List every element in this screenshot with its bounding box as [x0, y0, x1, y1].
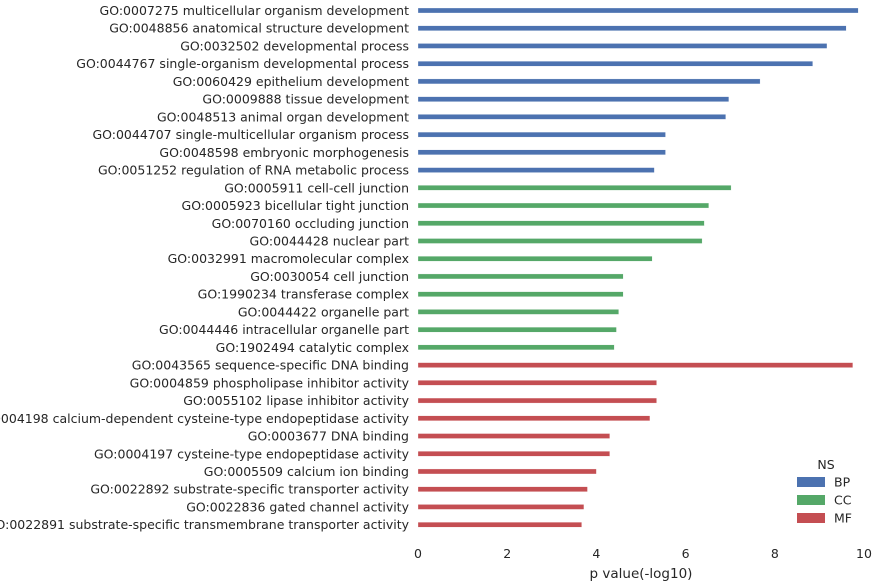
category-label: GO:0004859 phospholipase inhibitor activ…: [130, 375, 410, 390]
bar-cc: [417, 309, 619, 315]
category-label: GO:0044707 single-multicellular organism…: [92, 127, 409, 142]
category-label: GO:0043565 sequence-specific DNA binding: [132, 358, 409, 373]
bar-bp: [417, 96, 730, 102]
category-label: GO:0048598 embryonic morphogenesis: [159, 145, 409, 160]
category-label: GO:0030054 cell junction: [250, 269, 409, 284]
category-label: GO:0048513 animal organ development: [157, 109, 409, 124]
category-labels: GO:0007275 multicellular organism develo…: [0, 3, 410, 532]
bar-mf: [417, 486, 588, 492]
category-label: GO:0044446 intracellular organelle part: [159, 322, 409, 337]
category-label: GO:0005911 cell-cell junction: [224, 180, 409, 195]
bar-bp: [417, 131, 666, 138]
bar-mf: [417, 415, 651, 421]
category-label: GO:0004197 cysteine-type endopeptidase a…: [94, 446, 410, 461]
legend-swatch-bp: [797, 477, 825, 487]
bar-mf: [417, 362, 854, 368]
category-label: GO:0044767 single-organism developmental…: [76, 56, 409, 71]
category-label: GO:0007275 multicellular organism develo…: [100, 3, 410, 18]
x-tick-label: 6: [682, 546, 690, 561]
category-label: GO:0032502 developmental process: [180, 38, 409, 53]
bar-mf: [417, 451, 610, 457]
category-label: GO:1902494 catalytic complex: [216, 340, 409, 355]
bar-cc: [417, 344, 615, 351]
category-label: GO:0004198 calcium-dependent cysteine-ty…: [0, 411, 410, 426]
category-label: GO:0055102 lipase inhibitor activity: [183, 393, 409, 408]
bar-bp: [417, 25, 847, 31]
legend-label-mf: MF: [834, 511, 852, 526]
bar-cc: [417, 326, 617, 333]
category-label: GO:0005509 calcium ion binding: [204, 464, 409, 479]
category-label: GO:0051252 regulation of RNA metabolic p…: [98, 163, 409, 178]
category-label: GO:0060429 epithelium development: [173, 74, 409, 89]
x-tick-label: 4: [592, 546, 600, 561]
legend: NS BP CC MF: [797, 457, 852, 526]
bar-cc: [417, 185, 732, 191]
legend-title: NS: [817, 457, 834, 472]
category-label: GO:0009888 tissue development: [202, 92, 409, 107]
legend-swatch-cc: [797, 495, 825, 505]
category-label: GO:0022892 substrate-specific transporte…: [90, 482, 409, 497]
category-label: GO:0044428 nuclear part: [250, 233, 410, 248]
bar-bp: [417, 114, 726, 120]
bar-cc: [417, 256, 653, 262]
x-tick-label: 10: [856, 546, 872, 561]
bar-bp: [417, 61, 813, 67]
category-label: GO:0022836 gated channel activity: [186, 499, 409, 514]
bar-bp: [417, 167, 655, 173]
bar-mf: [417, 468, 597, 475]
bar-cc: [417, 291, 624, 297]
legend-label-bp: BP: [834, 475, 851, 490]
bar-mf: [417, 380, 657, 386]
x-tick-label: 8: [771, 546, 779, 561]
bar-cc: [417, 220, 705, 226]
category-label: GO:0005923 bicellular tight junction: [182, 198, 409, 213]
legend-label-cc: CC: [834, 493, 852, 508]
bar-cc: [417, 273, 624, 280]
bar-bp: [417, 78, 761, 85]
category-label: GO:0032991 macromolecular complex: [168, 251, 409, 266]
bar-mf: [417, 433, 610, 439]
bar-cc: [417, 202, 709, 209]
bar-mf: [417, 522, 582, 528]
legend-swatch-mf: [797, 513, 825, 523]
x-axis-title: p value(-log10): [590, 566, 693, 582]
bar-group: [417, 7, 859, 528]
category-label: GO:0044422 organelle part: [238, 304, 409, 319]
bar-bp: [417, 7, 859, 14]
category-label: GO:0003677 DNA binding: [248, 429, 409, 444]
x-axis-ticks: 0 2 4 6 8 10: [414, 546, 872, 561]
category-label: GO:0048856 anatomical structure developm…: [109, 21, 409, 36]
bar-mf: [417, 504, 585, 510]
bar-bp: [417, 149, 666, 155]
category-label: GO:1990234 transferase complex: [198, 287, 409, 302]
x-tick-label: 2: [503, 546, 511, 561]
x-tick-label: 0: [414, 546, 422, 561]
category-label: GO:0022891 substrate-specific transmembr…: [0, 517, 410, 532]
bar-mf: [417, 397, 657, 404]
category-label: GO:0070160 occluding junction: [212, 216, 409, 231]
bar-cc: [417, 238, 703, 244]
bar-bp: [417, 43, 828, 49]
